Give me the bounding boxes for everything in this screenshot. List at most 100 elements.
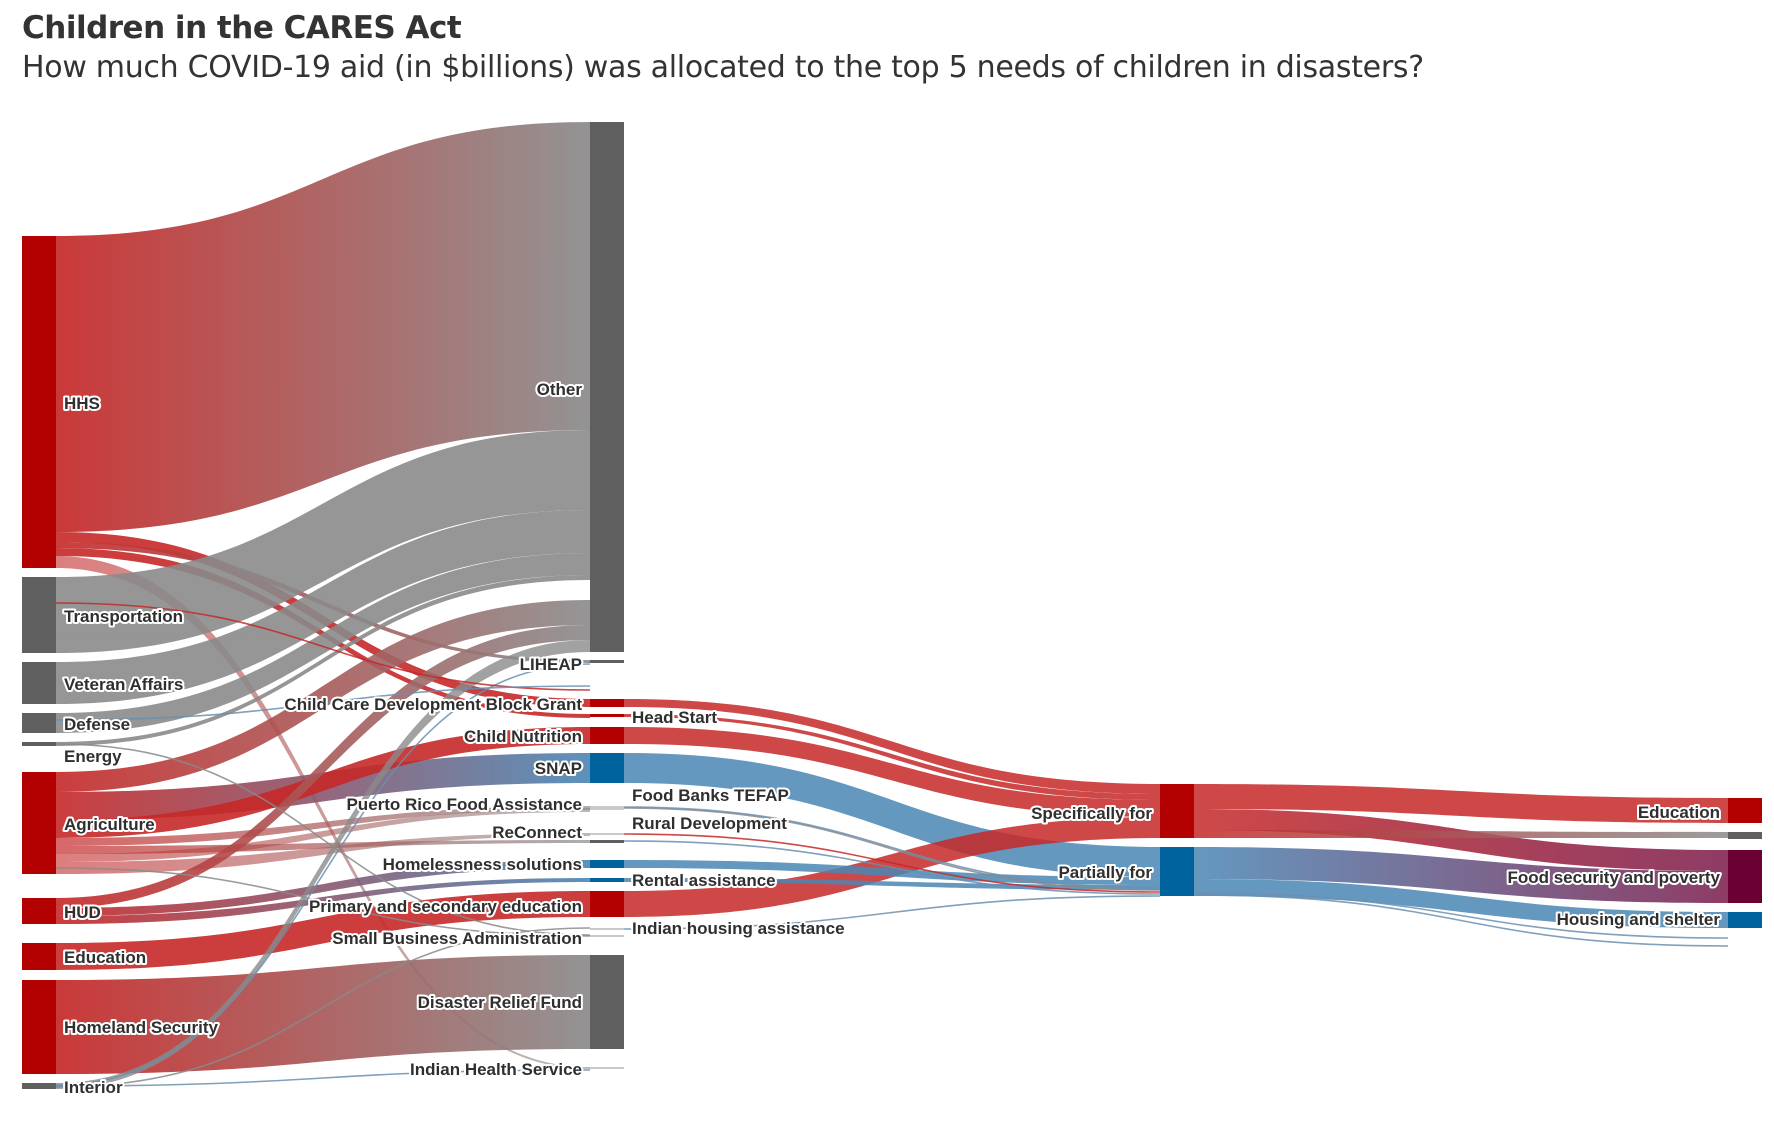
node-education_dept — [22, 943, 56, 970]
node-education_need — [1728, 798, 1762, 823]
flow-specifically-education — [1194, 784, 1728, 823]
flow-prfood-partially — [623, 806, 1161, 889]
flow-partially-housing-thin2 — [1193, 894, 1729, 947]
chart-header: Children in the CARES Act How much COVID… — [22, 8, 1424, 88]
node-snap — [590, 753, 624, 783]
label-rental: Rental assistance — [632, 871, 776, 890]
flow-reconnect-partially — [623, 840, 1161, 895]
node-rental — [590, 878, 624, 882]
label-food_need: Food security and poverty — [1507, 868, 1720, 887]
node-prfood — [590, 806, 624, 808]
node-hhs — [22, 236, 56, 568]
node-transportation — [22, 577, 56, 653]
flow-defense-misc — [55, 685, 591, 721]
node-agriculture — [22, 772, 56, 874]
flow-education-primary — [56, 891, 590, 970]
flow-partially-housing — [1194, 879, 1728, 928]
flow-partially-food — [1194, 847, 1728, 903]
flow-indianhousing-partially — [623, 895, 1161, 930]
flow-hud-rental — [56, 878, 590, 924]
label-prfood: Puerto Rico Food Assistance — [346, 795, 582, 814]
label-foodbanks: Food Banks TEFAP — [632, 786, 789, 805]
flow-defense-other — [56, 553, 590, 733]
chart-title: Children in the CARES Act — [22, 10, 462, 46]
node-nutrition — [590, 727, 624, 744]
label-nutrition: Child Nutrition — [464, 727, 582, 746]
flow-interior-other — [56, 640, 590, 1089]
node-homeless — [590, 860, 624, 868]
flow-agriculture-rural — [56, 833, 590, 874]
node-liheap — [590, 660, 624, 663]
flow-nutrition-specifically — [624, 727, 1160, 817]
node-reconnect — [590, 840, 624, 843]
node-homeland — [22, 980, 56, 1074]
flow-interior-indianhousing — [55, 927, 591, 1088]
flow-homeland-drf — [56, 955, 590, 1074]
label-rural: Rural Development — [632, 814, 787, 833]
flow-transportation-other — [56, 430, 590, 653]
node-headstart — [590, 714, 624, 717]
node-rural — [590, 833, 624, 835]
label-veteran: Veteran Affairs — [64, 675, 183, 694]
node-partially — [1160, 847, 1194, 896]
flow-specifically-other — [1194, 830, 1728, 838]
flow-hud-other — [56, 625, 590, 908]
label-other: Other — [537, 380, 583, 399]
node-sba — [590, 935, 624, 937]
label-ccdbg: Child Care Development Block Grant — [284, 695, 582, 714]
label-defense: Defense — [64, 715, 130, 734]
node-defense — [22, 713, 56, 733]
label-education_dept: Education — [64, 948, 146, 967]
node-foodbanks — [590, 808, 624, 810]
label-hhs: HHS — [64, 394, 100, 413]
flow-rural-partially — [623, 833, 1161, 893]
node-ihs — [590, 1067, 624, 1069]
label-drf: Disaster Relief Fund — [418, 993, 582, 1012]
flow-agriculture-foodbanks — [56, 808, 590, 862]
node-energy — [22, 742, 56, 746]
label-agriculture: Agriculture — [64, 815, 155, 834]
label-liheap: LIHEAP — [520, 655, 582, 674]
flow-hud-homeless — [56, 860, 590, 916]
flow-interior-ihs — [55, 1069, 591, 1087]
flow-specifically-food — [1194, 809, 1728, 871]
node-minor — [1728, 832, 1762, 839]
flow-energy-sba — [55, 743, 591, 936]
flow-partially-housing-thin — [1193, 892, 1729, 939]
label-indianhousing: Indian housing assistance — [632, 919, 845, 938]
label-education_need: Education — [1638, 803, 1720, 822]
flow-ccdbg-specifically — [624, 699, 1160, 794]
flow-veteran-other — [56, 510, 590, 704]
flow-agriculture-sba — [55, 867, 591, 937]
chart-subtitle: How much COVID-19 aid (in $billions) was… — [22, 50, 1424, 85]
flow-agriculture-other — [56, 600, 590, 792]
node-indianhousing — [590, 928, 624, 930]
label-ihs: Indian Health Service — [410, 1060, 582, 1079]
label-interior: Interior — [64, 1078, 123, 1097]
node-food_need — [1728, 850, 1762, 903]
node-interior — [22, 1083, 56, 1089]
label-primary: Primary and secondary education — [309, 897, 582, 916]
node-housing_need — [1728, 912, 1762, 928]
label-reconnect: ReConnect — [492, 823, 582, 842]
node-hud — [22, 898, 56, 924]
flow-headstart-specifically — [624, 714, 1160, 800]
label-homeland: Homeland Security — [64, 1018, 219, 1037]
label-energy: Energy — [64, 747, 122, 766]
label-transportation: Transportation — [64, 607, 183, 626]
flow-hhs-ihs — [56, 556, 590, 1069]
node-ccdbg — [590, 699, 624, 707]
flow-energy-other — [56, 575, 590, 746]
label-housing_need: Housing and shelter — [1557, 910, 1721, 929]
label-specifically: Specifically for — [1031, 804, 1152, 823]
flow-agriculture-prfood — [56, 806, 590, 846]
label-hud: HUD — [64, 903, 101, 922]
node-drf — [590, 955, 624, 1049]
label-partially: Partially for — [1058, 863, 1152, 882]
label-snap: SNAP — [535, 759, 582, 778]
flow-transportation-misc — [55, 602, 591, 691]
flow-rental-partially — [624, 878, 1160, 890]
node-other — [590, 122, 624, 652]
label-homeless: Homelessness solutions — [383, 855, 582, 874]
